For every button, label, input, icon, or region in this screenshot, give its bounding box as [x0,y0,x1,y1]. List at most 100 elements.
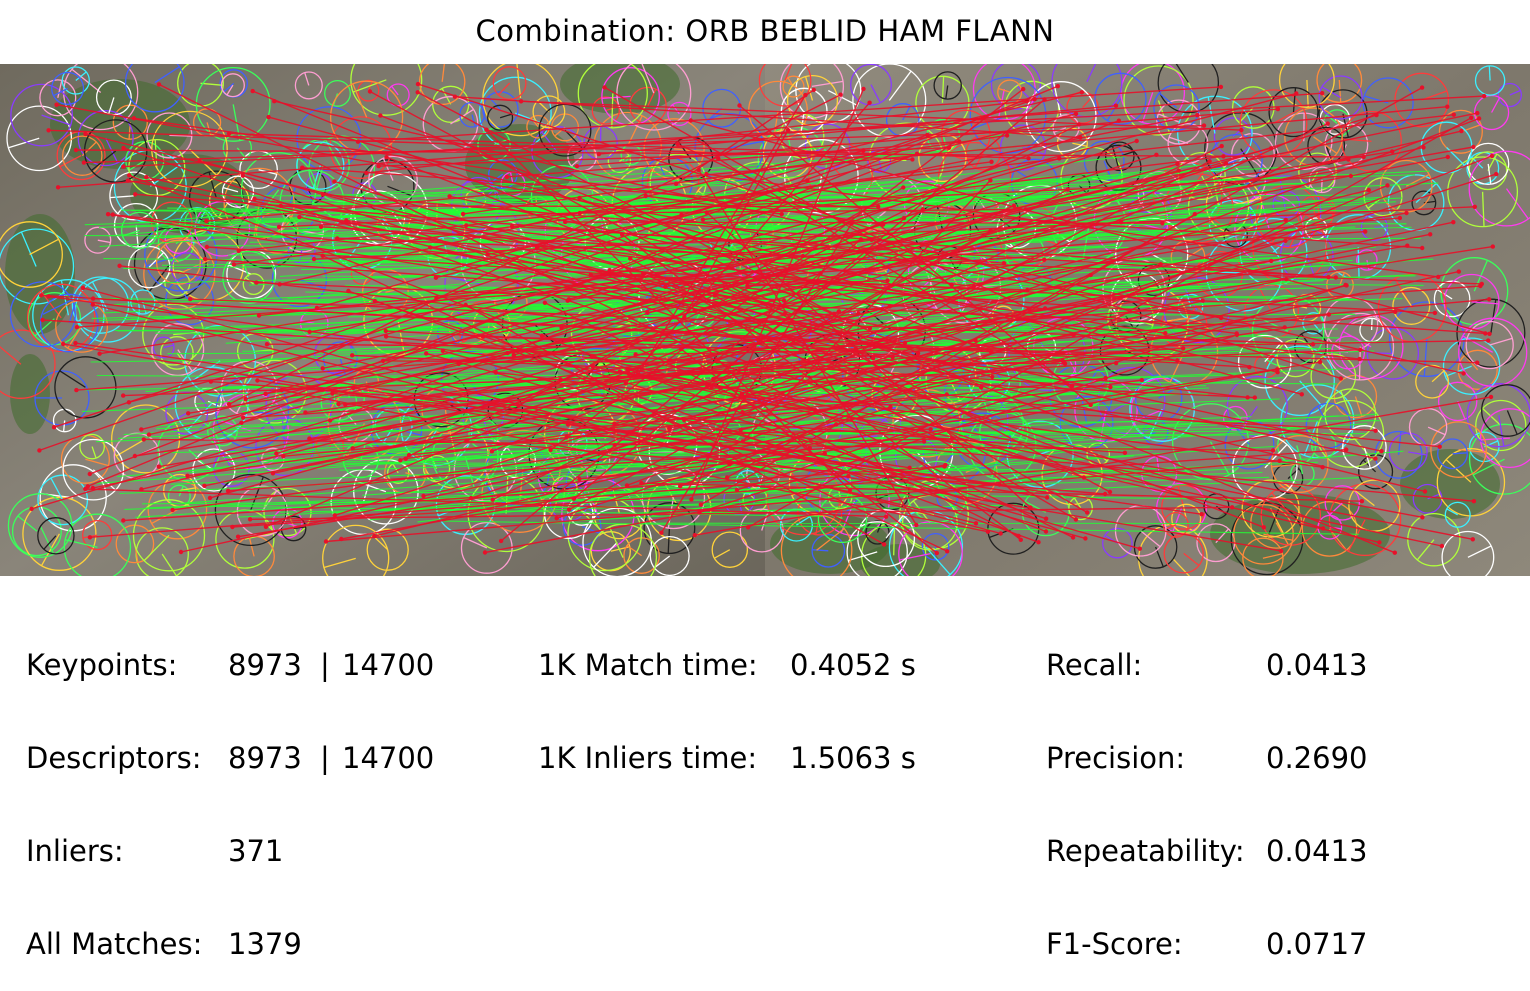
outlier-endpoint [346,289,350,293]
outlier-endpoint [1452,113,1456,117]
outlier-endpoint [453,95,457,99]
repeatability-value: 0.0413 [1266,836,1367,867]
outlier-endpoint [1360,499,1364,503]
outlier-endpoint [1475,361,1479,365]
outlier-endpoint [1138,547,1142,551]
outlier-endpoint [1321,526,1325,530]
outlier-endpoint [901,185,905,189]
match-time-value: 0.4052 s [790,650,916,681]
outlier-endpoint [243,397,247,401]
outlier-endpoint [1245,395,1249,399]
outlier-endpoint [925,133,929,137]
outlier-endpoint [121,146,125,150]
outlier-endpoint [1489,395,1493,399]
outlier-endpoint [1320,465,1324,469]
outlier-endpoint [74,148,78,152]
outlier-endpoint [1140,378,1144,382]
outlier-endpoint [117,264,121,268]
outlier-endpoint [914,523,918,527]
outlier-endpoint [40,318,44,322]
match-time-label: 1K Match time: [538,650,790,681]
outlier-endpoint [1271,448,1275,452]
outlier-endpoint [274,451,278,455]
outlier-endpoint [1487,332,1491,336]
repeatability-label: Repeatability: [1046,836,1266,867]
outlier-endpoint [1235,331,1239,335]
descriptors-separator: | [320,743,342,774]
outlier-endpoint [910,157,914,161]
keypoints-separator: | [320,650,342,681]
outlier-endpoint [1346,157,1350,161]
outlier-endpoint [890,355,894,359]
outlier-endpoint [1026,156,1030,160]
descriptors-left-value: 8973 [228,743,320,774]
outlier-endpoint [74,388,78,392]
outlier-endpoint [861,87,865,91]
outlier-endpoint [1433,311,1437,315]
outlier-endpoint [1220,144,1224,148]
outlier-endpoint [144,175,148,179]
outlier-endpoint [1459,129,1463,133]
outlier-endpoint [39,293,43,297]
leaf-patch [10,354,50,434]
keypoint-orientation [1372,318,1373,330]
inliers-time-label: 1K Inliers time: [538,743,790,774]
outlier-endpoint [812,88,816,92]
outlier-endpoint [782,312,786,316]
outlier-endpoint [157,465,161,469]
outlier-endpoint [142,437,146,441]
outlier-endpoint [689,497,693,501]
outlier-endpoint [29,507,33,511]
outlier-endpoint [1300,392,1304,396]
outlier-endpoint [1117,119,1121,123]
outlier-endpoint [252,197,256,201]
outlier-endpoint [350,353,354,357]
outlier-endpoint [335,236,339,240]
outlier-endpoint [483,550,487,554]
outlier-endpoint [121,164,125,168]
outlier-endpoint [1160,221,1164,225]
outlier-endpoint [88,535,92,539]
inliers-value: 371 [228,836,283,867]
all-matches-label: All Matches: [26,929,228,960]
outlier-endpoint [1200,512,1204,516]
outlier-endpoint [1475,111,1479,115]
outlier-endpoint [91,302,95,306]
outlier-endpoint [1451,220,1455,224]
outlier-endpoint [1494,172,1498,176]
outlier-endpoint [46,128,50,132]
outlier-endpoint [1404,211,1408,215]
outlier-endpoint [1044,529,1048,533]
outlier-endpoint [1135,139,1139,143]
outlier-endpoint [1471,145,1475,149]
outlier-endpoint [1082,475,1086,479]
outlier-endpoint [121,393,125,397]
outlier-endpoint [803,93,807,97]
outlier-endpoint [577,477,581,481]
outlier-endpoint [1326,121,1330,125]
outlier-endpoint [1089,403,1093,407]
outlier-endpoint [1487,297,1491,301]
outlier-endpoint [1219,85,1223,89]
stats-timing-panel: 1K Match time:0.4052 s 1K Inliers time:1… [538,588,916,805]
outlier-endpoint [625,483,629,487]
outlier-endpoint [1044,517,1048,521]
outlier-endpoint [297,215,301,219]
outlier-endpoint [157,82,161,86]
outlier-endpoint [312,257,316,261]
outlier-endpoint [227,131,231,135]
outlier-endpoint [1327,312,1331,316]
outlier-endpoint [232,262,236,266]
outlier-endpoint [1108,490,1112,494]
outlier-endpoint [83,132,87,136]
outlier-endpoint [1472,499,1476,503]
stats-keypoints-panel: Keypoints:8973|14700 Descriptors:8973|14… [26,588,434,991]
outlier-endpoint [364,171,368,175]
outlier-endpoint [659,531,663,535]
outlier-endpoint [540,334,544,338]
outlier-endpoint [1374,113,1378,117]
outlier-endpoint [543,301,547,305]
outlier-endpoint [73,341,77,345]
outlier-endpoint [1181,346,1185,350]
outlier-endpoint [1491,244,1495,248]
